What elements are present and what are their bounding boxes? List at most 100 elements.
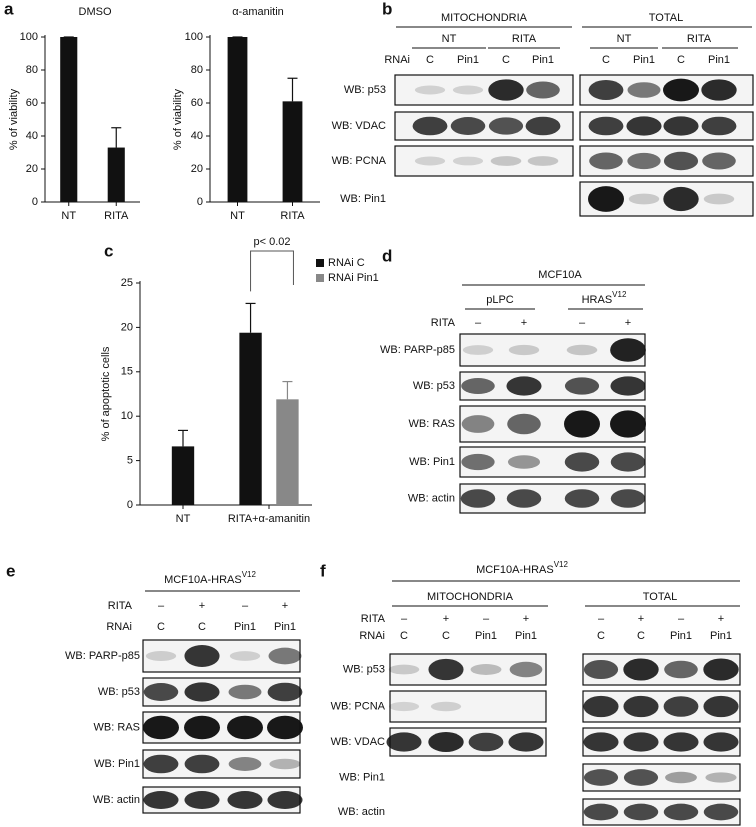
- lane-label: –: [483, 613, 490, 625]
- band: [610, 338, 646, 362]
- band: [450, 117, 486, 135]
- lane-label: +: [443, 613, 449, 625]
- band: [460, 489, 496, 508]
- band: [663, 696, 699, 717]
- lane-label: –: [678, 613, 685, 625]
- band: [610, 452, 646, 472]
- band: [564, 377, 600, 395]
- significance-bracket: [250, 250, 294, 292]
- y-axis-label: % of viability: [8, 88, 20, 150]
- row-label: WB: p53: [343, 663, 385, 675]
- legend-swatch: [316, 274, 324, 282]
- band: [610, 489, 646, 508]
- band: [143, 791, 179, 809]
- lane-label: Pin1: [532, 54, 554, 66]
- panel-label: e: [6, 561, 15, 580]
- y-tick-label: 20: [191, 163, 203, 175]
- superscript: V12: [612, 290, 627, 299]
- band: [705, 772, 737, 783]
- lane-label: C: [426, 54, 434, 66]
- error-bar: [245, 302, 256, 333]
- band: [664, 660, 698, 679]
- x-tick-label: RITA: [104, 210, 129, 222]
- bar: [227, 37, 248, 202]
- band: [414, 156, 446, 166]
- band: [228, 684, 262, 700]
- row-label: WB: actin: [408, 492, 455, 504]
- band: [488, 117, 524, 135]
- lane-label: –: [242, 600, 249, 612]
- band: [588, 80, 624, 100]
- blot-title: MCF10A-HRASV12: [164, 570, 256, 586]
- band: [267, 682, 303, 702]
- band: [623, 658, 659, 681]
- lane-label: C: [677, 54, 685, 66]
- lane-label: –: [598, 613, 605, 625]
- y-axis-label: % of apoptotic cells: [100, 346, 112, 441]
- row-label: WB: VDAC: [331, 736, 385, 748]
- bar: [107, 147, 125, 202]
- band: [462, 345, 494, 355]
- band: [703, 803, 739, 821]
- band: [527, 156, 559, 166]
- x-tick-label: NT: [61, 210, 76, 222]
- row-label: WB: Pin1: [340, 193, 386, 205]
- band: [430, 701, 462, 712]
- band: [228, 757, 262, 771]
- band: [702, 152, 736, 170]
- band: [184, 682, 220, 702]
- condition-label: RNAi: [384, 54, 410, 66]
- band: [701, 79, 737, 101]
- lane-label: –: [579, 317, 586, 329]
- band: [488, 79, 524, 101]
- band: [388, 664, 420, 675]
- y-tick-label: 0: [197, 196, 203, 208]
- condition-label: RITA: [108, 600, 133, 612]
- band: [626, 116, 662, 136]
- band: [490, 156, 522, 166]
- bar: [239, 332, 262, 505]
- legend-label: RNAi Pin1: [328, 272, 379, 284]
- band: [184, 791, 220, 809]
- lane-label: –: [158, 600, 165, 612]
- band: [227, 791, 263, 809]
- lane-label: +: [199, 600, 205, 612]
- blot-title: MCF10A-HRASV12: [476, 560, 568, 576]
- row-label: WB: RAS: [409, 418, 455, 430]
- band: [428, 732, 464, 752]
- lane-label: Pin1: [710, 630, 732, 642]
- error-bar: [111, 127, 122, 148]
- lane-label: C: [198, 621, 206, 633]
- lane-label: –: [475, 317, 482, 329]
- row-label: WB: Pin1: [409, 456, 455, 468]
- text: HRAS: [582, 294, 613, 306]
- subgroup-label: NT: [442, 33, 457, 45]
- y-tick-label: 40: [26, 130, 38, 142]
- band: [610, 376, 646, 396]
- band: [588, 116, 624, 136]
- band: [229, 651, 261, 661]
- band: [663, 78, 699, 102]
- row-label: WB: RAS: [94, 721, 140, 733]
- subgroup-label: RITA: [687, 33, 712, 45]
- row-label: WB: p53: [344, 84, 386, 96]
- band: [589, 152, 623, 170]
- x-tick-label: NT: [230, 210, 245, 222]
- band: [227, 715, 263, 740]
- lane-label: +: [718, 613, 724, 625]
- y-tick-label: 80: [26, 64, 38, 76]
- row-label: WB: PARP-p85: [380, 344, 455, 356]
- band: [508, 344, 540, 356]
- band: [628, 193, 660, 205]
- band: [663, 186, 699, 212]
- lane-label: +: [521, 317, 527, 329]
- x-tick-label: NT: [176, 513, 191, 525]
- group-label: MITOCHONDRIA: [441, 12, 528, 24]
- text: MCF10A-HRAS: [164, 574, 242, 586]
- subgroup-label: pLPC: [486, 294, 514, 306]
- lane-label: Pin1: [274, 621, 296, 633]
- chart-title: α-amanitin: [232, 6, 284, 18]
- lane-label: C: [602, 54, 610, 66]
- y-tick-label: 40: [191, 130, 203, 142]
- subgroup-label: NT: [617, 33, 632, 45]
